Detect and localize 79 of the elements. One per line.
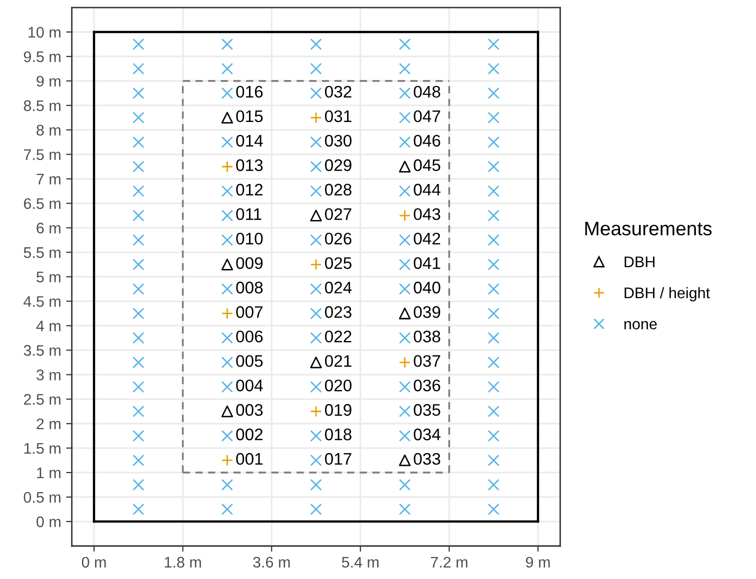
annotation: 047: [414, 110, 440, 122]
annotation: 039: [414, 306, 440, 318]
x-tick-label: 3.6 m: [253, 556, 290, 568]
x-tick-label: 5.4 m: [342, 556, 379, 568]
annotation: 010: [236, 232, 263, 245]
y-tick-label: 7 m: [36, 174, 60, 184]
annotation: 019: [324, 404, 352, 416]
annotation: 016: [236, 86, 263, 98]
annotation: 038: [414, 330, 440, 342]
annotation: 027: [324, 208, 352, 220]
annotation: 020: [324, 380, 352, 392]
annotation: 048: [414, 86, 440, 98]
x-tick-label: 0 m: [82, 556, 106, 568]
annotation: 018: [324, 428, 352, 440]
y-tick-label: 8.5 m: [24, 100, 60, 112]
annotation: 029: [324, 159, 352, 172]
y-tick-label: 10 m: [28, 26, 60, 38]
annotation: 007: [236, 306, 263, 318]
annotation: 006: [236, 330, 263, 342]
x-tick-label: 1.8 m: [164, 556, 201, 568]
y-tick-label: 9.5 m: [24, 51, 60, 62]
annotation: 002: [236, 428, 263, 440]
annotation: 040: [414, 282, 440, 294]
annotation: 005: [236, 355, 263, 367]
x-tick-label: 9 m: [526, 556, 550, 568]
annotation: 032: [324, 86, 352, 98]
annotation: 008: [236, 282, 263, 294]
y-tick-label: 1 m: [37, 468, 60, 478]
annotation: 042: [414, 232, 440, 245]
annotation: 021: [324, 355, 352, 367]
annotation: 037: [414, 355, 440, 367]
annotation: 031: [324, 110, 352, 122]
y-tick-label: 2.5 m: [24, 394, 60, 405]
legend-label: DBH / height: [624, 287, 710, 302]
annotation: 003: [236, 404, 263, 416]
annotation: 001: [236, 453, 263, 465]
annotation: 034: [414, 428, 440, 440]
y-tick-label: 2 m: [36, 418, 60, 430]
annotation: 017: [324, 453, 352, 465]
annotation: 041: [414, 257, 440, 269]
x-tick-label: 7.2 m: [430, 556, 468, 568]
annotation: 028: [324, 184, 352, 196]
y-tick-label: 9 m: [36, 76, 60, 87]
legend-label: none: [624, 321, 657, 330]
y-tick-label: 3.5 m: [24, 345, 60, 356]
y-tick-label: 5.5 m: [24, 247, 60, 258]
annotation: 023: [324, 306, 352, 318]
annotation: 013: [236, 159, 263, 172]
annotation: 043: [414, 208, 440, 220]
y-tick-label: 3 m: [36, 370, 60, 380]
annotation: 009: [236, 257, 263, 269]
annotation: 026: [324, 232, 352, 245]
annotation: 024: [324, 282, 352, 294]
annotation: 012: [236, 184, 263, 196]
y-tick-label: 1.5 m: [24, 443, 60, 454]
annotation: 033: [414, 453, 440, 465]
y-tick-label: 4 m: [36, 320, 60, 332]
y-tick-label: 0.5 m: [24, 492, 60, 503]
annotation: 045: [414, 159, 440, 172]
y-tick-label: 0 m: [36, 516, 60, 528]
y-tick-label: 7.5 m: [24, 149, 60, 160]
annotation: 004: [236, 380, 263, 392]
annotation: 044: [414, 184, 440, 196]
y-tick-label: 5 m: [36, 272, 60, 282]
y-tick-label: 6.5 m: [24, 198, 60, 210]
y-tick-label: 6 m: [36, 222, 60, 234]
legend-title: Measurements: [585, 222, 712, 236]
annotation: 014: [236, 134, 263, 147]
annotation: 015: [236, 110, 263, 122]
annotation: 030: [324, 134, 352, 147]
y-tick-label: 4.5 m: [24, 296, 60, 307]
y-tick-label: 8 m: [36, 124, 60, 136]
annotation: 011: [236, 208, 262, 220]
legend-label: DBH: [624, 256, 654, 268]
annotation: 025: [324, 257, 352, 269]
annotation: 046: [414, 134, 440, 147]
annotation: 035: [414, 404, 440, 416]
annotation: 036: [414, 380, 440, 392]
annotation: 022: [324, 330, 352, 342]
